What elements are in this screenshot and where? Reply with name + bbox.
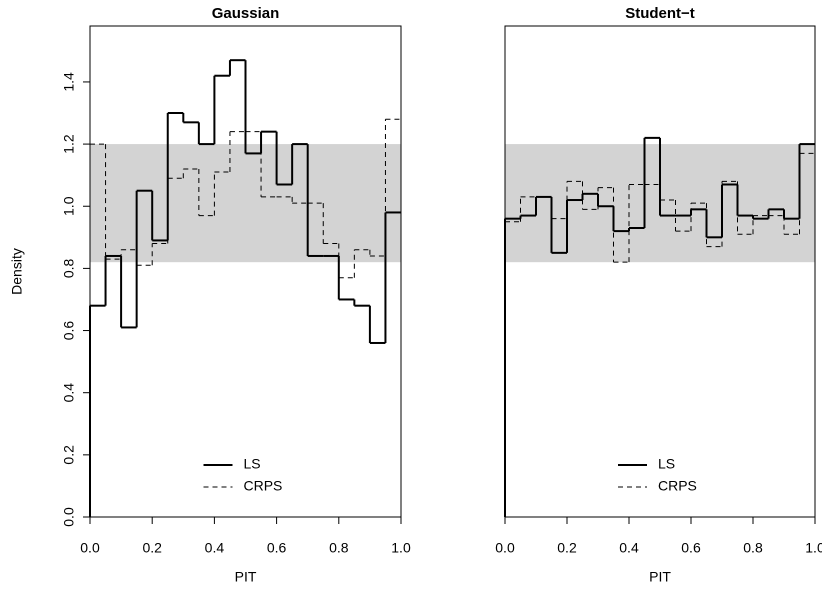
x-tick-label: 0.2	[142, 540, 162, 556]
y-tick-label: 1.2	[61, 134, 77, 154]
legend-label: CRPS	[658, 478, 697, 494]
reference-band	[90, 144, 401, 263]
plot-frame	[504, 25, 816, 518]
x-tick-label: 0.6	[681, 540, 701, 556]
plot-frame	[89, 25, 402, 518]
x-tick-label: 0.6	[267, 540, 287, 556]
chart-title: Student−t	[625, 5, 695, 22]
legend-label: LS	[658, 456, 675, 472]
legend-label: LS	[244, 456, 261, 472]
y-tick-label: 0.2	[61, 445, 77, 465]
x-axis-label: PIT	[649, 569, 671, 585]
x-tick-label: 0.8	[743, 540, 763, 556]
y-tick-label: 1.0	[61, 196, 77, 216]
x-tick-label: 0.4	[619, 540, 639, 556]
y-tick-label: 1.4	[61, 72, 77, 92]
x-tick-label: 0.8	[329, 540, 349, 556]
legend-label: CRPS	[244, 478, 283, 494]
x-tick-label: 0.0	[80, 540, 100, 556]
x-tick-label: 0.4	[205, 540, 225, 556]
x-tick-label: 0.2	[557, 540, 577, 556]
y-axis-label: Density	[9, 248, 25, 295]
y-tick-label: 0.6	[61, 321, 77, 341]
y-tick-label: 0.8	[61, 258, 77, 278]
x-tick-label: 0.0	[495, 540, 515, 556]
y-tick-label: 0.4	[61, 383, 77, 403]
x-tick-label: 1.0	[391, 540, 411, 556]
x-tick-label: 1.0	[805, 540, 822, 556]
x-axis-label: PIT	[235, 569, 257, 585]
y-tick-label: 0.0	[61, 507, 77, 527]
chart-title: Gaussian	[212, 5, 280, 22]
